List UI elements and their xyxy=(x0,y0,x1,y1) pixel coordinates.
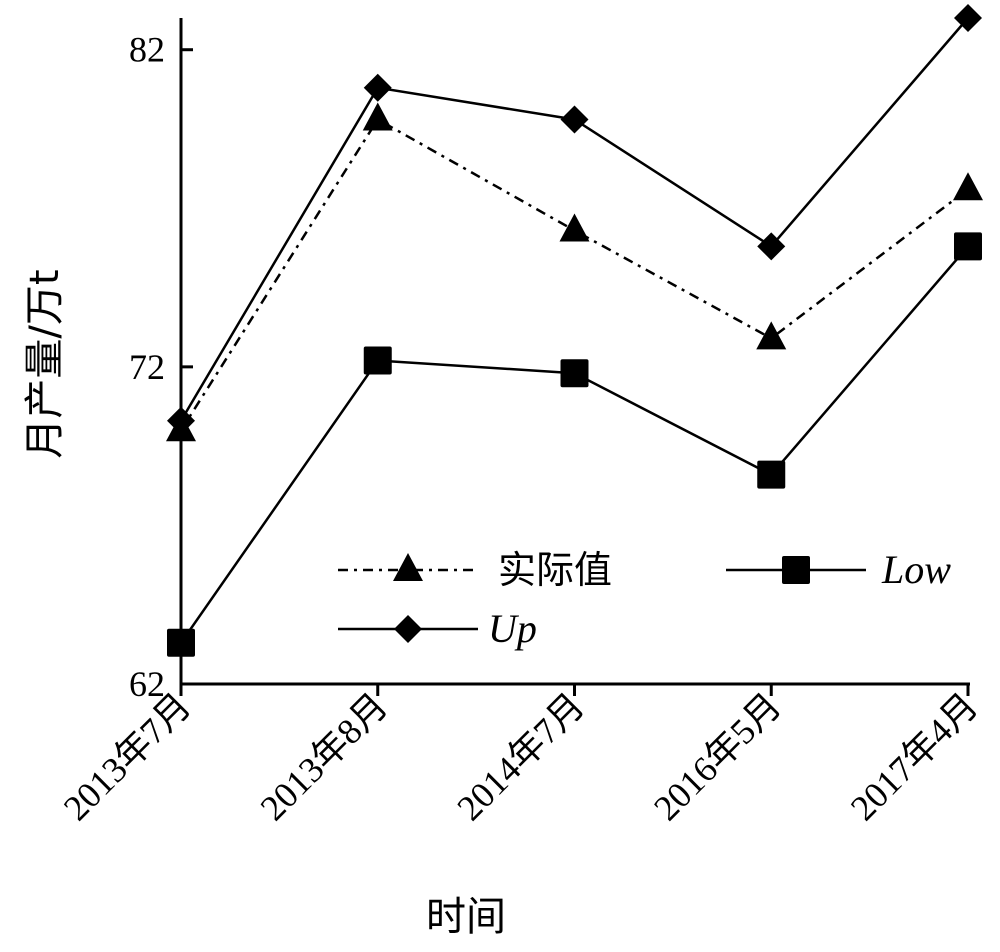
legend-marker-low xyxy=(782,556,810,584)
series-layer xyxy=(166,4,983,657)
x-tick-label: 2013年7月 xyxy=(56,685,199,828)
data-point-low xyxy=(363,346,392,375)
legend-item-up: Up xyxy=(338,606,537,651)
legend-label-actual: 实际值 xyxy=(498,548,612,592)
x-tick-label: 2013年8月 xyxy=(253,685,396,828)
legend-item-actual: 实际值 xyxy=(338,548,612,592)
series-low xyxy=(167,232,982,657)
data-point-actual xyxy=(756,321,787,350)
x-tick-label: 2016年5月 xyxy=(646,685,789,828)
series-up xyxy=(167,4,982,435)
legend: 实际值 Low Up xyxy=(338,547,951,651)
series-actual xyxy=(166,102,983,442)
data-point-up xyxy=(167,406,195,435)
data-point-low xyxy=(757,460,786,489)
data-point-up xyxy=(363,73,392,102)
data-point-low xyxy=(167,628,195,657)
y-tick-label: 72 xyxy=(129,347,165,387)
legend-item-low: Low xyxy=(726,547,951,592)
y-axis-title: 月产量/万t xyxy=(22,269,68,458)
data-point-up xyxy=(560,105,589,134)
y-tick-label: 82 xyxy=(129,30,165,70)
legend-label-up: Up xyxy=(488,606,537,651)
legend-label-low: Low xyxy=(881,547,951,592)
data-point-low xyxy=(954,232,982,261)
data-point-low xyxy=(560,359,589,388)
data-point-up xyxy=(954,4,982,32)
legend-marker-actual xyxy=(393,553,423,581)
x-axis-title: 时间 xyxy=(426,894,506,940)
x-tick-label: 2014年7月 xyxy=(449,685,592,828)
legend-marker-up xyxy=(394,615,422,643)
data-point-actual xyxy=(953,172,983,201)
data-point-up xyxy=(757,232,786,261)
data-point-actual xyxy=(559,213,590,242)
y-tick-label: 62 xyxy=(129,664,165,704)
axes: 62 72 82 2013年7月 2013年8月 2014年7月 2016年5月 2017年4… xyxy=(56,18,986,828)
x-tick-label: 2017年4月 xyxy=(843,685,986,828)
data-point-actual xyxy=(362,102,393,131)
